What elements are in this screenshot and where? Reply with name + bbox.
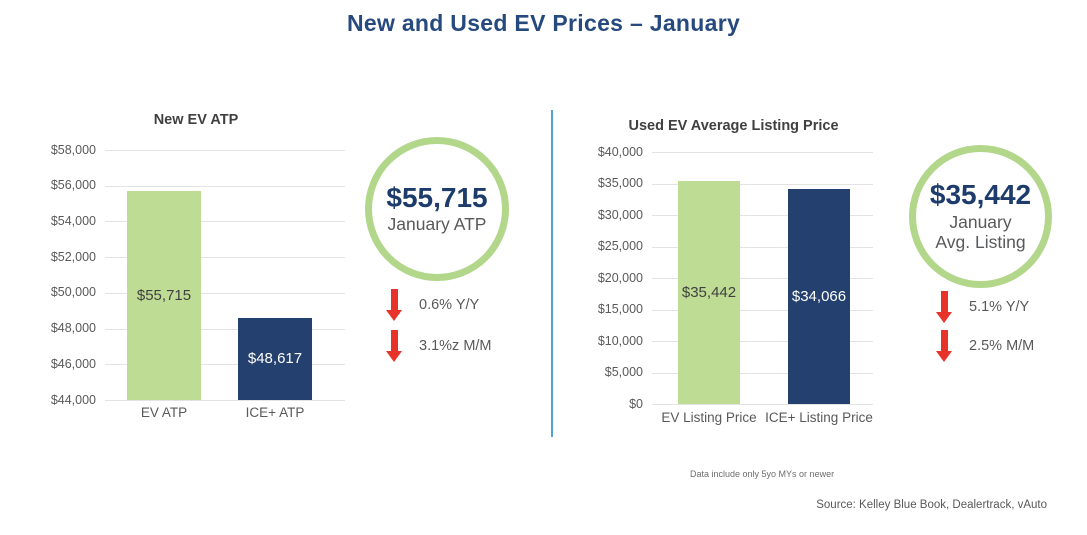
used-ev-yoy-stat: 5.1% Y/Y [936, 291, 1029, 324]
january-avg-listing-label-line2: Avg. Listing [935, 232, 1026, 253]
bar-value-label: $48,617 [247, 350, 303, 368]
page-title: New and Used EV Prices – January [346, 10, 741, 36]
vertical-divider [551, 110, 553, 437]
y-axis-tick-label: $56,000 [50, 178, 96, 193]
january-atp-badge: $55,715 January ATP [365, 137, 509, 281]
x-category-label: EV Listing Price [661, 410, 757, 425]
x-category-label: ICE+ ATP [245, 405, 305, 420]
y-axis-tick-label: $54,000 [50, 213, 96, 228]
y-axis-tick-label: $44,000 [50, 392, 96, 407]
y-axis-tick-label: $46,000 [50, 356, 96, 371]
used-ev-mom-text: 2.5% M/M [969, 338, 1035, 354]
y-axis-tick-label: $52,000 [50, 249, 96, 264]
gridline [652, 278, 873, 279]
january-atp-label: January ATP [387, 214, 487, 235]
new-ev-atp-chart: New EV ATP $58,000 $56,000 $54,000 $52,000 $… [35, 112, 357, 430]
new-ev-yoy-text: 0.6% Y/Y [419, 297, 480, 313]
bar-ice-listing-price: $34,066 [788, 189, 850, 404]
y-axis-tick-label: $35,000 [597, 176, 643, 190]
gridline [652, 309, 873, 311]
y-axis-tick-label: $20,000 [597, 270, 643, 285]
gridline [105, 257, 345, 259]
y-axis-tick-label: $0 [629, 396, 643, 411]
january-avg-listing-label: January Avg. Listing [935, 212, 1025, 253]
gridline [652, 246, 873, 248]
gridline [105, 328, 345, 330]
gridline [105, 185, 345, 187]
gridline [652, 341, 873, 342]
x-category-label: EV ATP [140, 405, 188, 420]
down-arrow-icon [386, 289, 403, 322]
january-avg-listing-label-line1: January [949, 211, 1012, 232]
gridline [105, 292, 345, 294]
down-arrow-icon [936, 330, 953, 363]
y-axis-tick-label: $15,000 [597, 302, 643, 316]
chart-title-used-ev-listing: Used EV Average Listing Price [628, 118, 839, 134]
gridline [652, 183, 873, 185]
gridline [652, 215, 873, 216]
source-attribution: Source: Kelley Blue Book, Dealertrack, v… [816, 499, 1047, 511]
gridline [652, 152, 873, 153]
bar-value-label: $34,066 [791, 288, 847, 306]
bar-value-label: $35,442 [681, 283, 737, 301]
bar-ice-atp: $48,617 [238, 317, 312, 400]
y-axis-tick-label: $58,000 [50, 142, 96, 157]
y-axis-tick-label: $10,000 [597, 333, 643, 348]
january-avg-listing-badge: $35,442 January Avg. Listing [909, 145, 1052, 288]
january-avg-listing-value: $35,442 [929, 179, 1032, 211]
gridline [105, 150, 345, 151]
gridline [105, 400, 345, 401]
y-axis-tick-label: $40,000 [597, 144, 643, 159]
down-arrow-icon [936, 291, 953, 324]
new-ev-mom-stat: 3.1%z M/M [386, 330, 492, 363]
january-atp-value: $55,715 [386, 181, 488, 213]
down-arrow-icon [386, 330, 403, 363]
bar-ev-atp: $55,715 [127, 190, 201, 400]
data-footnote: Data include only 5yo MYs or newer [690, 469, 835, 479]
y-axis-tick-label: $50,000 [50, 285, 96, 300]
new-ev-mom-text: 3.1%z M/M [419, 338, 492, 354]
used-ev-yoy-text: 5.1% Y/Y [969, 299, 1030, 315]
used-ev-listing-chart: Used EV Average Listing Price $40,000 $35… [590, 118, 877, 436]
used-ev-mom-stat: 2.5% M/M [936, 330, 1034, 363]
new-ev-yoy-stat: 0.6% Y/Y [386, 289, 479, 322]
gridline [652, 404, 873, 405]
chart-title-new-ev-atp: New EV ATP [153, 112, 239, 128]
x-category-label: ICE+ Listing Price [765, 410, 873, 425]
bar-ev-listing-price: $35,442 [678, 180, 740, 404]
y-axis-tick-label: $25,000 [597, 239, 643, 253]
y-axis-tick-label: $5,000 [604, 365, 643, 379]
y-axis-tick-label: $30,000 [597, 207, 643, 222]
y-axis-tick-label: $48,000 [50, 321, 96, 336]
gridline [105, 221, 345, 223]
bar-value-label: $55,715 [136, 286, 192, 304]
gridline [652, 372, 873, 374]
gridline [105, 364, 345, 366]
